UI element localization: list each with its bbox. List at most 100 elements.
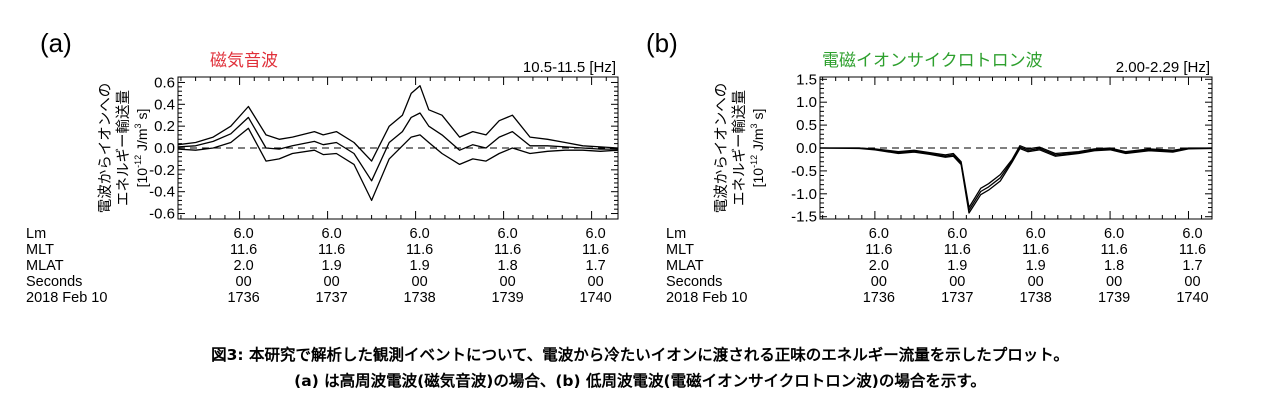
units-superscript: 3: [749, 123, 759, 128]
ephemeris-value: 11.6: [944, 242, 971, 258]
ephemeris-value: 11.6: [318, 242, 345, 258]
panel-label-b: (b): [646, 28, 678, 58]
ephemeris-value: 1.9: [947, 258, 967, 274]
chart-b: 電磁イオンサイクロトロン波 2.00-2.29 [Hz] 電波からイオンへの エネルギ…: [666, 51, 1213, 306]
ephemeris-row-label: MLAT: [666, 258, 704, 274]
y-tick-label: 0.5: [796, 117, 817, 134]
y-tick-label: 1.0: [796, 94, 817, 111]
y-tick-label: 0.0: [154, 140, 175, 157]
y-tick-label: 1.5: [796, 71, 817, 88]
ephemeris-value: 2.0: [234, 258, 254, 274]
y-tick-label: 0.4: [154, 96, 175, 113]
series-line-lower: [177, 127, 619, 202]
ephemeris-value: 1.9: [322, 258, 342, 274]
ephemeris-row-label: MLT: [26, 242, 54, 258]
ephemeris-value: 2.0: [869, 258, 889, 274]
ephemeris-value: 1736: [227, 290, 259, 306]
ephemeris-row-label: 2018 Feb 10: [666, 290, 747, 306]
ephemeris-row-label: Seconds: [26, 274, 82, 290]
ephemeris-value: 1737: [315, 290, 347, 306]
ephemeris-value: 6.0: [410, 226, 430, 242]
ephemeris-value: 00: [324, 274, 340, 290]
ephemeris-row-label: MLAT: [26, 258, 64, 274]
ephemeris-value: 11.6: [1179, 242, 1206, 258]
ephemeris-value: 00: [412, 274, 428, 290]
ephemeris-value: 1736: [863, 290, 895, 306]
ephemeris-row-label: Seconds: [666, 274, 722, 290]
ephemeris-value: 11.6: [1022, 242, 1049, 258]
ephemeris-row-label: MLT: [666, 242, 694, 258]
y-axis-label-line-1: 電波からイオンへの: [97, 83, 114, 214]
y-axis-units: [10-12 J/m3 s]: [749, 109, 766, 188]
y-axis-label-line-2: エネルギー輸送量: [731, 90, 748, 206]
chart-a: 磁気音波 10.5-11.5 [Hz] 電波からイオンへの エネルギー輸送量 [10-1…: [26, 51, 619, 306]
ephemeris-value: 1738: [1020, 290, 1052, 306]
ephemeris-value: 1.9: [410, 258, 430, 274]
ephemeris-value: 6.0: [322, 226, 342, 242]
ephemeris-value: 1740: [579, 290, 611, 306]
ephemeris-value: 00: [1106, 274, 1122, 290]
ephemeris-value: 1739: [491, 290, 523, 306]
units-text: s]: [134, 109, 150, 124]
ephemeris-value: 00: [588, 274, 604, 290]
series-line-middle: [820, 146, 1213, 211]
ephemeris-value: 00: [871, 274, 887, 290]
units-superscript: -12: [749, 155, 759, 168]
ephemeris-value: 1.8: [498, 258, 518, 274]
series-line-middle: [177, 112, 618, 182]
units-superscript: -12: [133, 155, 143, 168]
chart-title: 磁気音波: [210, 51, 278, 70]
ephemeris-value: 00: [1184, 274, 1200, 290]
ephemeris-value: 00: [500, 274, 516, 290]
ephemeris-value: 1737: [941, 290, 973, 306]
y-tick-label: -0.5: [791, 163, 817, 180]
ephemeris-value: 11.6: [865, 242, 892, 258]
ephemeris-value: 11.6: [494, 242, 521, 258]
y-tick-label: -0.2: [149, 162, 175, 179]
units-text: s]: [750, 109, 766, 124]
series-line-lower: [819, 147, 1213, 214]
series-line-upper: [177, 85, 619, 162]
panel-label-a: (a): [40, 28, 72, 58]
ephemeris-value: 6.0: [1182, 226, 1202, 242]
units-text: J/m: [750, 128, 766, 154]
y-tick-label: -1.5: [791, 209, 817, 226]
y-tick-label: -1.0: [791, 186, 817, 203]
chart-title: 電磁イオンサイクロトロン波: [822, 51, 1043, 70]
ephemeris-value: 6.0: [498, 226, 518, 242]
frequency-label: 10.5-11.5 [Hz]: [523, 59, 616, 76]
y-tick-label: 0.2: [154, 118, 175, 135]
units-text: [10: [750, 168, 766, 188]
y-tick-label: 0.0: [796, 140, 817, 157]
units-text: [10: [134, 168, 150, 188]
y-axis-units: [10-12 J/m3 s]: [133, 109, 150, 188]
units-superscript: 3: [133, 123, 143, 128]
caption-line-2: (a) は高周波電波(磁気音波)の場合、(b) 低周波電波(電磁イオンサイクロト…: [294, 372, 986, 390]
ephemeris-value: 11.6: [230, 242, 257, 258]
ephemeris-value: 6.0: [1104, 226, 1124, 242]
ephemeris-value: 00: [949, 274, 965, 290]
ephemeris-value: 11.6: [406, 242, 433, 258]
series-line-upper: [820, 145, 1212, 209]
ephemeris-value: 1.7: [586, 258, 606, 274]
ephemeris-value: 00: [236, 274, 252, 290]
ephemeris-value: 6.0: [234, 226, 254, 242]
ephemeris-value: 1740: [1176, 290, 1208, 306]
ephemeris-row-label: Lm: [26, 226, 46, 242]
units-text: J/m: [134, 128, 150, 154]
ephemeris-row-label: Lm: [666, 226, 686, 242]
ephemeris-value: 6.0: [586, 226, 606, 242]
ephemeris-row-label: 2018 Feb 10: [26, 290, 107, 306]
ephemeris-value: 00: [1028, 274, 1044, 290]
y-tick-label: -0.4: [149, 184, 175, 201]
ephemeris-value: 6.0: [1026, 226, 1046, 242]
ephemeris-value: 1.7: [1182, 258, 1202, 274]
ephemeris-value: 11.6: [582, 242, 609, 258]
ephemeris-value: 1738: [403, 290, 435, 306]
frequency-label: 2.00-2.29 [Hz]: [1116, 59, 1210, 76]
y-axis-label-line-1: 電波からイオンへの: [713, 83, 730, 214]
ephemeris-value: 1.9: [1026, 258, 1046, 274]
caption-line-1: 図3: 本研究で解析した観測イベントについて、電波から冷たいイオンに渡される正味…: [211, 346, 1069, 364]
y-tick-label: 0.6: [154, 74, 175, 91]
ephemeris-value: 11.6: [1101, 242, 1128, 258]
